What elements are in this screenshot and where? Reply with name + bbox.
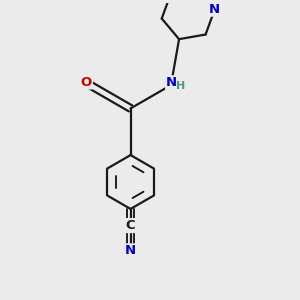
Text: C: C: [126, 219, 135, 232]
Text: N: N: [125, 244, 136, 257]
Text: O: O: [81, 76, 92, 88]
Text: N: N: [209, 3, 220, 16]
Text: N: N: [166, 76, 177, 89]
Text: H: H: [176, 81, 185, 91]
